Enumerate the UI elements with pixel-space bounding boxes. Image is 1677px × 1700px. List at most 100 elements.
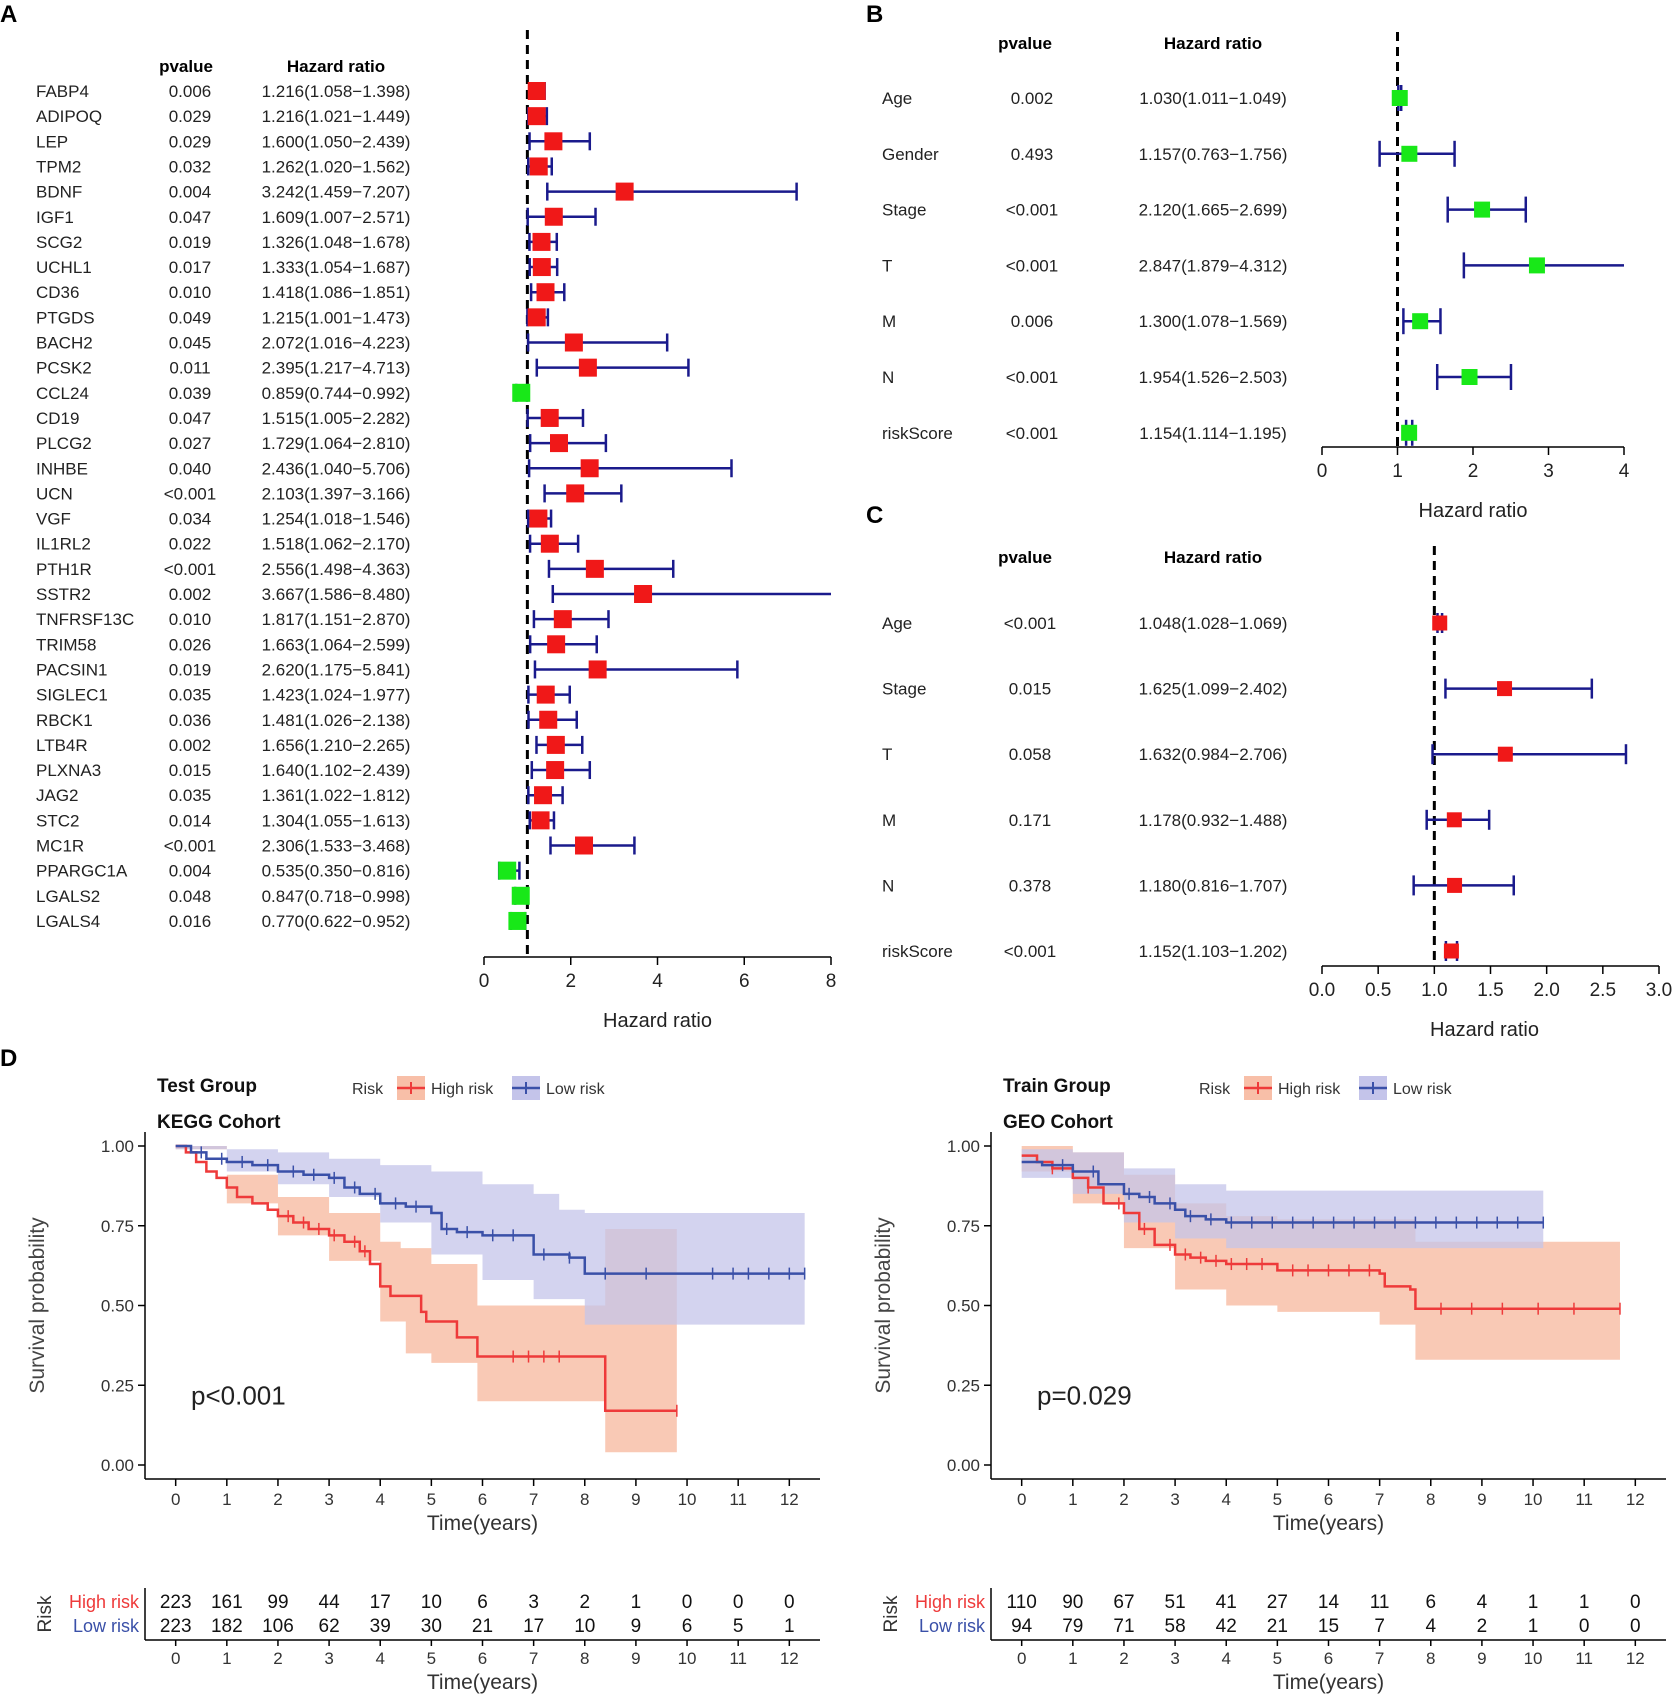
x-tick-label: 12 [1626,1490,1645,1509]
hr-point [1401,145,1418,162]
risk-table-cell: 1 [1528,1616,1539,1637]
legend-label: High risk [431,1081,494,1098]
risk-table-cell: 182 [211,1616,243,1637]
forest-row: riskScore <0.001 1.154(1.114−1.195) [882,419,1418,446]
row-pvalue: <0.001 [1006,368,1058,387]
risk-table-cell: 4 [1477,1592,1488,1613]
risk-table-cell: 58 [1165,1616,1186,1637]
hr-point [534,786,553,805]
y-tick-label: 1.00 [947,1137,980,1156]
risk-table-x-tick-label: 6 [478,1649,487,1668]
risk-table-x-axis-title: Time(years) [427,1671,538,1694]
forest-row: BACH2 0.045 2.072(1.016−4.223) [36,333,669,353]
forest-row: BDNF 0.004 3.242(1.459−7.207) [36,182,798,202]
row-pvalue: 0.035 [169,686,212,705]
row-pvalue: 0.022 [169,535,212,554]
risk-table-cell: 106 [262,1616,294,1637]
row-hazard-ratio: 1.632(0.984−2.706) [1139,745,1288,764]
row-name: LTB4R [36,736,88,755]
row-pvalue: <0.001 [1004,942,1056,961]
hr-point [544,132,563,151]
row-name: M [882,811,896,830]
hr-point [527,308,546,327]
row-name: riskScore [882,942,953,961]
risk-table-x-tick-label: 2 [273,1649,282,1668]
row-name: STC2 [36,811,79,830]
x-tick-label: 8 [1426,1490,1435,1509]
hr-point [585,559,604,578]
legend-title: Risk [352,1081,384,1098]
forest-row: N <0.001 1.954(1.526−2.503) [882,364,1513,390]
risk-table-cell: 6 [477,1592,488,1613]
x-tick-label: 0 [1317,461,1328,482]
hazard-ratio-header: Hazard ratio [1164,548,1262,567]
row-name: CCL24 [36,384,89,403]
risk-table-cell: 0 [784,1592,795,1613]
survival-curve [175,1144,677,1413]
row-hazard-ratio: 1.157(0.763−1.756) [1139,145,1288,164]
y-tick-label: 0.50 [947,1297,980,1316]
pvalue-header: pvalue [998,34,1052,53]
forest-row: N 0.378 1.180(0.816−1.707) [882,875,1516,896]
x-tick-label: 2 [565,971,576,992]
row-hazard-ratio: 1.178(0.932−1.488) [1139,811,1288,830]
risk-table-cell: 0 [1630,1616,1641,1637]
row-hazard-ratio: 2.072(1.016−4.223) [262,334,411,353]
row-name: RBCK1 [36,711,93,730]
row-name: LGALS4 [36,912,100,931]
x-tick-label: 4 [375,1490,384,1509]
forest-row: CCL24 0.039 0.859(0.744−0.992) [36,383,531,403]
km-plot-D2: Train Group GEO Cohort Risk High risk Low ri… [872,1076,1666,1694]
x-tick-label: 3 [1170,1490,1179,1509]
x-tick-label: 0.5 [1365,980,1391,1001]
row-pvalue: 0.034 [169,510,212,529]
row-name: T [882,256,892,275]
hr-point [1474,201,1491,218]
forest-row: PACSIN1 0.019 2.620(1.175−5.841) [36,660,739,679]
forest-row: Age 0.002 1.030(1.011−1.049) [882,85,1408,111]
hazard-ratio-header: Hazard ratio [287,57,385,76]
risk-table-x-tick-label: 12 [1626,1649,1645,1668]
pvalue-header: pvalue [159,57,213,76]
forest-row: ADIPOQ 0.029 1.216(1.021−1.449) [36,107,549,126]
row-name: M [882,312,896,331]
x-tick-label: 1 [1068,1490,1077,1509]
row-hazard-ratio: 0.770(0.622−0.952) [262,912,411,931]
row-hazard-ratio: 1.600(1.050−2.439) [262,132,411,151]
row-pvalue: 0.045 [169,334,212,353]
pvalue-header: pvalue [998,548,1052,567]
x-tick-label: 6 [478,1490,487,1509]
row-name: CD36 [36,283,79,302]
risk-table-cell: 99 [267,1592,288,1613]
risk-table-cell: 42 [1216,1616,1237,1637]
row-hazard-ratio: 1.609(1.007−2.571) [262,208,411,227]
km-title: Train Group [1003,1076,1111,1097]
risk-table-x-axis-title: Time(years) [1273,1671,1384,1694]
risk-table-cell: 21 [472,1616,493,1637]
risk-table-cell: 223 [160,1592,192,1613]
x-tick-label: 0 [1017,1490,1026,1509]
row-name: SSTR2 [36,585,91,604]
row-name: Gender [882,145,939,164]
risk-table-x-tick-label: 10 [1524,1649,1543,1668]
hr-point [1497,681,1513,697]
row-pvalue: 0.035 [169,786,212,805]
row-name: PCSK2 [36,359,92,378]
risk-table-cell: 39 [370,1616,391,1637]
row-pvalue: 0.040 [169,459,212,478]
row-hazard-ratio: 2.103(1.397−3.166) [262,484,411,503]
row-hazard-ratio: 1.304(1.055−1.613) [262,811,411,830]
x-tick-label: 5 [427,1490,436,1509]
row-name: N [882,368,894,387]
forest-row: PLCG2 0.027 1.729(1.064−2.810) [36,434,608,453]
risk-table-cell: 0 [1579,1616,1590,1637]
row-pvalue: 0.011 [169,359,210,378]
hr-point [549,434,568,453]
forest-row: CD36 0.010 1.418(1.086−1.851) [36,283,566,302]
row-pvalue: 0.004 [169,183,212,202]
hr-point [1412,313,1429,330]
row-pvalue: 0.058 [1009,745,1052,764]
risk-table-x-tick-label: 4 [1221,1649,1230,1668]
row-name: SIGLEC1 [36,686,108,705]
